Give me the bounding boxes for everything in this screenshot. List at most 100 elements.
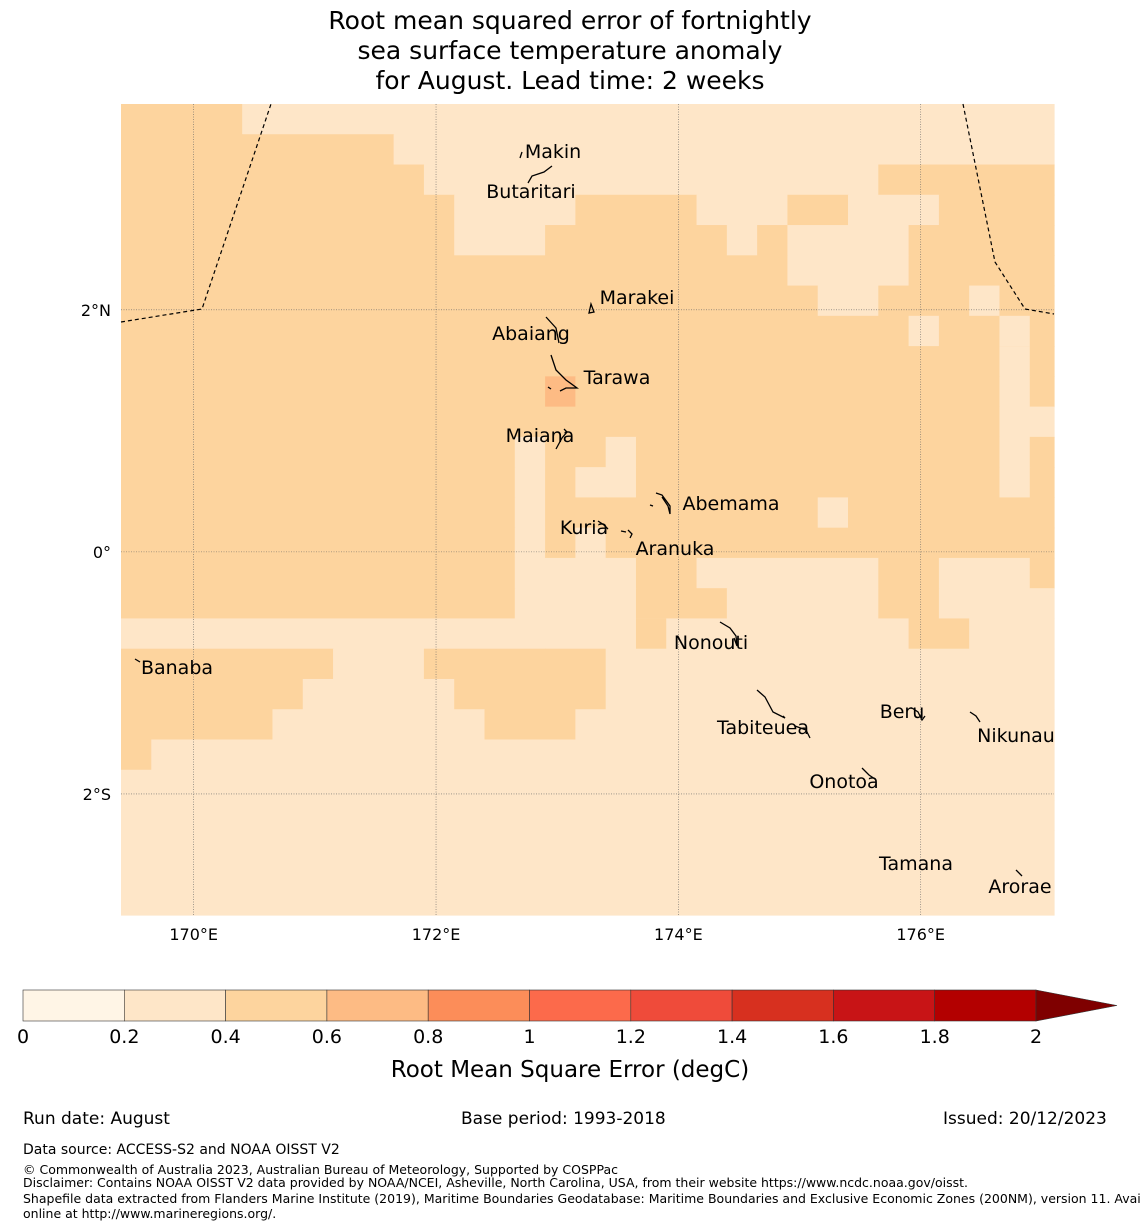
rmse-cell bbox=[696, 557, 879, 589]
rmse-cell bbox=[726, 588, 879, 620]
island-label: Aranuka bbox=[636, 538, 715, 560]
rmse-cell bbox=[757, 164, 879, 196]
rmse-cell bbox=[514, 557, 637, 589]
island-label: Butaritari bbox=[486, 181, 575, 203]
island-label: Beru bbox=[880, 701, 925, 723]
rmse-cell bbox=[848, 497, 1055, 529]
rmse-cell bbox=[605, 497, 819, 529]
rmse-cell bbox=[121, 255, 789, 287]
rmse-cell bbox=[635, 557, 698, 589]
rmse-cell bbox=[1029, 346, 1055, 377]
rmse-cell bbox=[545, 225, 728, 256]
island-outline bbox=[756, 689, 786, 719]
island-outline bbox=[719, 621, 738, 647]
rmse-cell bbox=[969, 527, 1055, 559]
colorbar-tick-label: 1.4 bbox=[717, 1026, 747, 1048]
rmse-cell bbox=[1029, 315, 1055, 347]
rmse-cell bbox=[605, 527, 849, 559]
rmse-cell bbox=[151, 739, 1055, 771]
rmse-cell bbox=[787, 194, 849, 226]
rmse-cell bbox=[696, 194, 789, 226]
shapefile-note-1: Shapefile data extracted from Flanders M… bbox=[23, 1191, 1140, 1206]
rmse-cell bbox=[575, 376, 1001, 408]
island-label: Tarawa bbox=[583, 367, 651, 389]
rmse-cell bbox=[545, 467, 576, 498]
data-source: Data source: ACCESS-S2 and NOAA OISST V2 bbox=[23, 1142, 340, 1158]
colorbar-tick-label: 1 bbox=[523, 1026, 535, 1048]
copyright-note: © Commonwealth of Australia 2023, Austra… bbox=[23, 1162, 618, 1177]
island-label: Arorae bbox=[988, 876, 1051, 898]
colorbar-tick-label: 1.6 bbox=[818, 1026, 848, 1048]
rmse-cell bbox=[121, 588, 516, 620]
colorbar-segment bbox=[124, 989, 226, 1022]
rmse-cell bbox=[423, 648, 546, 680]
island-outline bbox=[620, 530, 627, 533]
rmse-cell bbox=[454, 225, 546, 256]
rmse-cell bbox=[121, 557, 516, 589]
rmse-cell bbox=[121, 527, 516, 559]
colorbar-label: Root Mean Square Error (degC) bbox=[391, 1057, 749, 1083]
x-tick-label: 172°E bbox=[412, 925, 461, 944]
colorbar-segment bbox=[731, 989, 834, 1022]
rmse-cell bbox=[121, 194, 455, 226]
rmse-cell bbox=[121, 164, 425, 196]
colorbar-segment bbox=[326, 989, 429, 1022]
x-tick-label: 174°E bbox=[654, 925, 703, 944]
island-outlines bbox=[134, 151, 1023, 877]
rmse-cell bbox=[545, 376, 576, 408]
colorbar-tick-label: 2 bbox=[1030, 1026, 1042, 1048]
island-label: Abemama bbox=[682, 493, 779, 515]
colorbar-tick-label: 1.8 bbox=[920, 1026, 950, 1048]
rmse-cell bbox=[817, 285, 879, 317]
island-outline bbox=[519, 151, 523, 159]
rmse-cell bbox=[514, 497, 546, 529]
island-outline bbox=[627, 529, 633, 539]
rmse-cell bbox=[908, 618, 970, 650]
island-outline bbox=[969, 711, 981, 723]
rmse-cell bbox=[121, 497, 516, 529]
rmse-cell bbox=[999, 436, 1031, 468]
colorbar-segment bbox=[630, 989, 733, 1022]
rmse-cell bbox=[878, 527, 970, 559]
island-label: Abaiang bbox=[492, 323, 570, 345]
rmse-cell bbox=[999, 467, 1031, 498]
map-figure: Makin Butaritari Marakei Abaiang Tarawa Maian… bbox=[17, 103, 1118, 1083]
rmse-cell bbox=[545, 648, 607, 680]
rmse-cell bbox=[908, 315, 940, 347]
rmse-cell bbox=[121, 830, 1055, 862]
island-label: Nonouti bbox=[674, 632, 748, 654]
rmse-cell bbox=[908, 225, 1055, 256]
rmse-cell bbox=[514, 436, 546, 468]
rmse-cell bbox=[938, 315, 1001, 347]
rmse-cell bbox=[121, 860, 1055, 892]
colorbar-extend-arrow bbox=[1035, 989, 1118, 1022]
island-outline bbox=[1015, 869, 1023, 877]
rmse-cell bbox=[635, 618, 667, 650]
rmse-cell bbox=[938, 588, 1055, 620]
island-outline bbox=[655, 492, 671, 515]
rmse-cell bbox=[878, 285, 970, 317]
rmse-cell bbox=[999, 315, 1031, 347]
rmse-cell bbox=[878, 588, 940, 620]
island-outline bbox=[547, 386, 552, 390]
island-outline bbox=[550, 354, 579, 392]
issued-date: Issued: 20/12/2023 bbox=[943, 1109, 1107, 1129]
x-tick-label: 176°E bbox=[896, 925, 945, 944]
run-date: Run date: August bbox=[23, 1109, 170, 1129]
rmse-cell bbox=[1029, 467, 1055, 498]
rmse-cell bbox=[514, 588, 637, 620]
rmse-cell bbox=[121, 406, 1001, 438]
rmse-cell bbox=[454, 194, 576, 226]
y-tick-label: 0° bbox=[93, 543, 111, 562]
rmse-cell bbox=[484, 709, 576, 741]
rmse-cell bbox=[999, 285, 1055, 317]
island-outline bbox=[588, 301, 595, 314]
rmse-cell bbox=[635, 588, 728, 620]
rmse-cell bbox=[787, 255, 910, 287]
colorbar: 0 0.2 0.4 0.6 0.8 1 1.2 1.4 1.6 1.8 2 Root Mean Squ… bbox=[17, 989, 1118, 1083]
rmse-cell bbox=[635, 467, 1001, 498]
rmse-cell bbox=[999, 346, 1031, 377]
rmse-cell bbox=[969, 285, 1001, 317]
rmse-cell bbox=[121, 769, 1055, 801]
rmse-cell bbox=[121, 134, 243, 166]
